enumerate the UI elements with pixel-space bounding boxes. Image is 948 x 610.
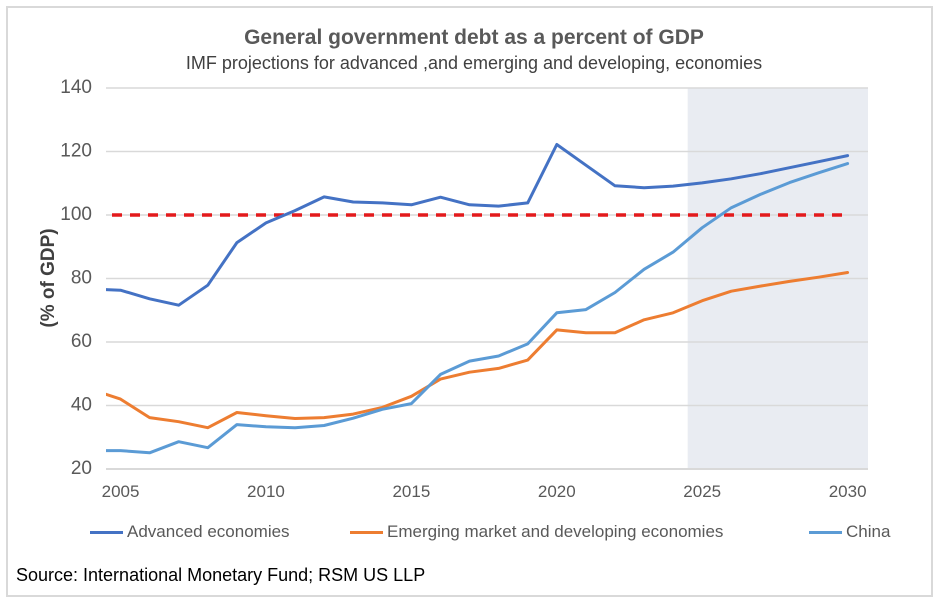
legend-swatch-china xyxy=(809,530,842,534)
legend-label-advanced: Advanced economies xyxy=(127,522,290,541)
source-note: Source: International Monetary Fund; RSM… xyxy=(16,565,426,585)
y-tick-label: 80 xyxy=(71,268,92,289)
legend-label-emerging: Emerging market and developing economies xyxy=(387,522,724,541)
x-tick-label: 2030 xyxy=(829,482,867,501)
legend: Advanced economies Emerging market and d… xyxy=(0,522,948,546)
legend-item-china: China xyxy=(809,522,890,542)
chart-title: General government debt as a percent of … xyxy=(244,26,704,49)
series-line-emerging-developing-economies xyxy=(106,271,850,430)
series-line-advanced-economies xyxy=(106,143,850,307)
y-tick-label: 120 xyxy=(60,141,92,162)
x-tick-label: 2015 xyxy=(392,482,430,501)
chart-subtitle: IMF projections for advanced ,and emergi… xyxy=(185,53,763,73)
legend-label-china: China xyxy=(846,522,891,541)
y-tick-label: 140 xyxy=(60,77,92,98)
y-tick-label: 40 xyxy=(71,395,92,416)
x-tick-label: 2005 xyxy=(102,482,140,501)
y-axis-label: (% of GDP) xyxy=(38,228,59,327)
x-tick-label: 2020 xyxy=(538,482,576,501)
legend-item-advanced: Advanced economies xyxy=(90,522,290,542)
legend-item-emerging: Emerging market and developing economies xyxy=(350,522,723,542)
legend-swatch-emerging xyxy=(350,530,383,534)
x-tick-label: 2010 xyxy=(247,482,285,501)
y-tick-label: 100 xyxy=(60,204,92,225)
legend-swatch-advanced xyxy=(90,530,123,534)
series-line-china xyxy=(106,162,850,455)
x-tick-label: 2025 xyxy=(683,482,721,501)
y-tick-label: 20 xyxy=(71,458,92,479)
y-tick-label: 60 xyxy=(71,331,92,352)
